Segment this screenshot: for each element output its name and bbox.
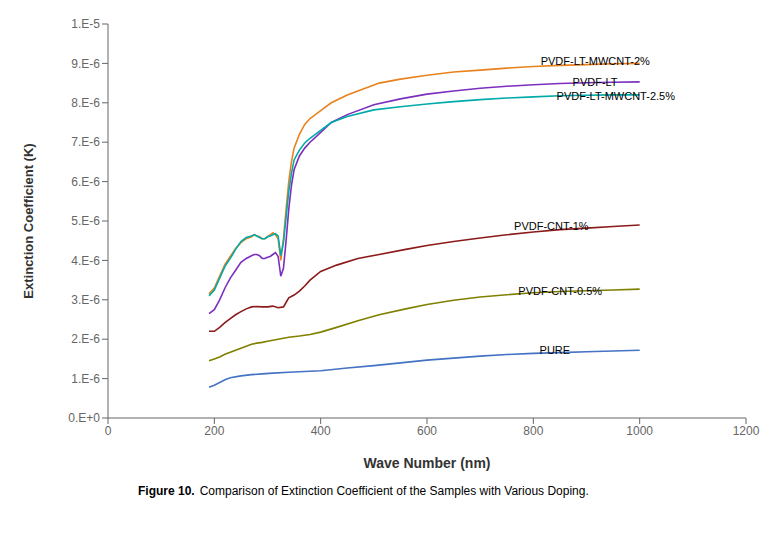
svg-text:1.E-6: 1.E-6 — [71, 372, 100, 386]
svg-text:6.E-6: 6.E-6 — [71, 175, 100, 189]
svg-text:600: 600 — [417, 424, 437, 438]
svg-text:PVDF-LT: PVDF-LT — [573, 76, 618, 88]
svg-text:PVDF-LT-MWCNT-2%: PVDF-LT-MWCNT-2% — [541, 55, 650, 67]
svg-text:2.E-6: 2.E-6 — [71, 332, 100, 346]
svg-text:800: 800 — [523, 424, 543, 438]
svg-text:3.E-6: 3.E-6 — [71, 293, 100, 307]
svg-text:Wave Number (nm): Wave Number (nm) — [363, 455, 490, 471]
svg-text:0: 0 — [105, 424, 112, 438]
svg-text:4.E-6: 4.E-6 — [71, 254, 100, 268]
html-text:Figure 10. Comparison of Extin: Figure 10. Comparison of Extinction Coef… — [138, 484, 589, 498]
svg-text:PVDF-CNT-0.5%: PVDF-CNT-0.5% — [518, 285, 602, 297]
svg-text:1200: 1200 — [733, 424, 760, 438]
svg-text:PURE: PURE — [540, 344, 571, 356]
svg-text:8.E-6: 8.E-6 — [71, 96, 100, 110]
svg-text:PVDF-LT-MWCNT-2.5%: PVDF-LT-MWCNT-2.5% — [557, 90, 676, 102]
svg-text:PVDF-CNT-1%: PVDF-CNT-1% — [514, 220, 589, 232]
svg-text:Extinction Coefficient (K): Extinction Coefficient (K) — [21, 143, 36, 298]
svg-text:7.E-6: 7.E-6 — [71, 135, 100, 149]
svg-text:5.E-6: 5.E-6 — [71, 214, 100, 228]
svg-text:1.E-5: 1.E-5 — [71, 17, 100, 31]
svg-text:0.E+0: 0.E+0 — [68, 411, 100, 425]
svg-text:200: 200 — [204, 424, 224, 438]
svg-text:1000: 1000 — [626, 424, 653, 438]
svg-text:400: 400 — [311, 424, 331, 438]
svg-text:9.E-6: 9.E-6 — [71, 57, 100, 71]
